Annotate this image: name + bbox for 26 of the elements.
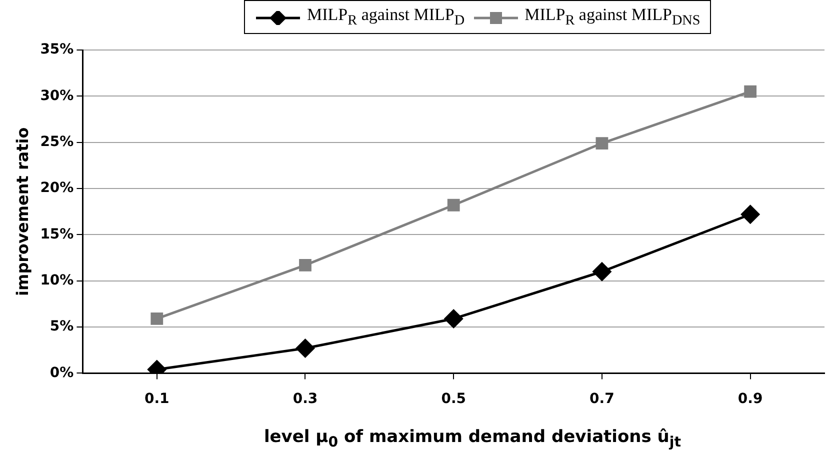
y-tick-label: 25% [40,134,74,150]
point [592,262,612,281]
x-tick-label: 0.3 [292,391,318,408]
point [299,258,312,272]
point [296,339,314,358]
point [744,85,757,98]
y-tick-label: 30% [40,88,74,104]
point [741,205,760,224]
x-tick-label: 0.1 [144,391,170,408]
point [150,312,164,325]
y-tick-label: 35% [40,42,74,58]
point [447,198,460,212]
x-tick-label: 0.9 [738,391,763,408]
y-tick-label: 0% [50,364,74,381]
point [444,309,463,328]
x-tick-label: 0.5 [441,391,466,408]
y-tick-label: 10% [40,272,74,288]
x-axis-title: level μ$_{0}$ of maximum demand deviations û$_{jt}$ [262,427,682,450]
legend-label: MILP$_{R}$ against MILP$_{DNS}$ [524,5,700,30]
y-tick-label: 5% [50,318,74,335]
point [596,137,608,150]
y-tick-label: 15% [40,226,74,242]
x-tick-label: 0.7 [590,391,614,408]
y-tick-label: 20% [40,180,74,196]
y-axis-title: improvement ratio [12,127,32,296]
legend-label: MILP$_{R}$ against MILP$_{D}$ [307,5,465,30]
